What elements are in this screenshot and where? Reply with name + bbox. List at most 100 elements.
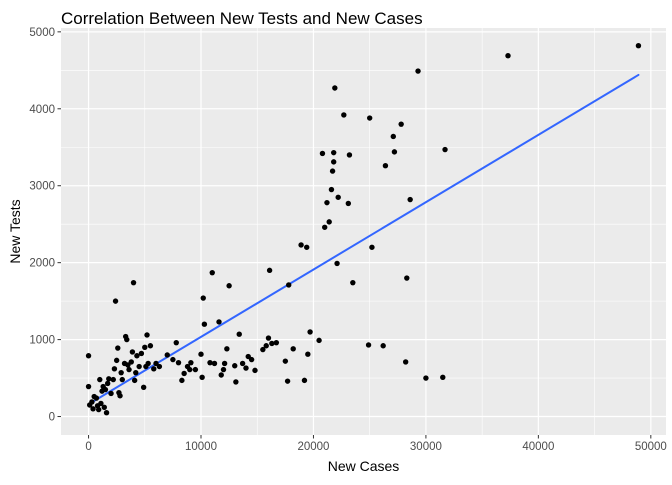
data-point [346, 152, 353, 158]
y-tick-label: 5000 [29, 27, 55, 39]
x-tick-label: 10000 [185, 441, 217, 453]
data-point [282, 358, 289, 364]
data-point [133, 369, 139, 376]
data-point [307, 329, 313, 335]
data-point [265, 335, 272, 341]
data-point [115, 345, 121, 351]
data-point [423, 375, 429, 381]
data-point [140, 384, 147, 390]
data-point [119, 376, 125, 383]
data-point [113, 357, 120, 364]
data-point [260, 346, 266, 353]
data-point [98, 400, 104, 407]
x-tick-label: 20000 [297, 441, 329, 453]
data-point [232, 363, 238, 369]
x-tick-label: 40000 [522, 441, 554, 453]
data-point [187, 366, 193, 373]
data-point [199, 374, 205, 380]
data-point [505, 52, 511, 59]
y-tick-label: 1000 [29, 335, 55, 347]
data-point [112, 298, 119, 304]
data-point [221, 360, 228, 367]
data-point [404, 275, 410, 281]
data-point [192, 366, 199, 373]
data-point [104, 380, 111, 387]
data-point [136, 363, 142, 370]
x-axis-title: New Cases [328, 458, 400, 474]
data-point [298, 242, 304, 248]
data-point [243, 365, 249, 371]
data-point [188, 359, 194, 366]
y-axis: 0 1000 2000 3000 4000 5000 [29, 27, 61, 424]
data-point [101, 404, 107, 411]
data-point [304, 244, 310, 250]
data-point [322, 224, 328, 230]
data-point [326, 219, 332, 225]
data-point [440, 374, 446, 380]
data-point [156, 363, 163, 370]
data-point [248, 356, 255, 363]
data-point [266, 267, 273, 274]
data-point [179, 377, 185, 384]
data-point [284, 378, 291, 384]
plot-panel [61, 28, 666, 435]
data-point [402, 359, 409, 365]
data-point [218, 372, 224, 378]
minor-gridlines [61, 28, 666, 435]
data-point [207, 359, 213, 366]
data-point [301, 377, 308, 384]
data-point [316, 337, 322, 344]
data-point [128, 359, 134, 365]
data-point [269, 340, 275, 347]
data-point [106, 376, 112, 382]
data-point [391, 149, 398, 155]
data-point [216, 319, 222, 325]
chart-title: Correlation Between New Tests and New Ca… [61, 9, 423, 28]
data-point [332, 85, 338, 91]
data-point [90, 406, 96, 412]
x-tick-label: 0 [85, 441, 91, 453]
data-point [124, 336, 130, 343]
data-point [341, 112, 347, 118]
data-point [335, 194, 341, 200]
data-point [350, 279, 356, 286]
data-point [290, 346, 296, 352]
data-point [129, 349, 136, 355]
data-point [117, 393, 123, 399]
data-point [415, 68, 421, 74]
y-tick-label: 2000 [29, 258, 55, 270]
y-tick-label: 4000 [29, 104, 55, 116]
data-point [252, 367, 258, 374]
data-point [144, 332, 150, 338]
data-point [173, 339, 179, 346]
data-point [366, 115, 373, 121]
data-point [330, 159, 337, 165]
data-point [111, 366, 118, 372]
trend-line [87, 73, 640, 406]
data-point [334, 260, 340, 267]
data-point [239, 360, 246, 367]
data-point [382, 163, 389, 169]
data-point [330, 149, 337, 156]
data-point [324, 199, 330, 206]
data-point [93, 395, 100, 401]
data-point [85, 353, 92, 359]
data-point [236, 331, 242, 337]
data-point [108, 390, 114, 397]
data-points [85, 42, 642, 416]
y-axis-title: New Tests [7, 199, 23, 263]
data-point [130, 279, 137, 286]
data-point [126, 366, 132, 373]
data-point [319, 150, 326, 157]
data-point [442, 146, 448, 153]
data-point [329, 168, 336, 174]
data-point [110, 376, 116, 383]
data-point [365, 342, 372, 348]
data-point [198, 351, 204, 357]
data-point [200, 295, 206, 301]
x-axis: 0 10000 20000 30000 40000 50000 [85, 435, 667, 453]
data-point [209, 269, 215, 276]
data-point [175, 359, 182, 366]
